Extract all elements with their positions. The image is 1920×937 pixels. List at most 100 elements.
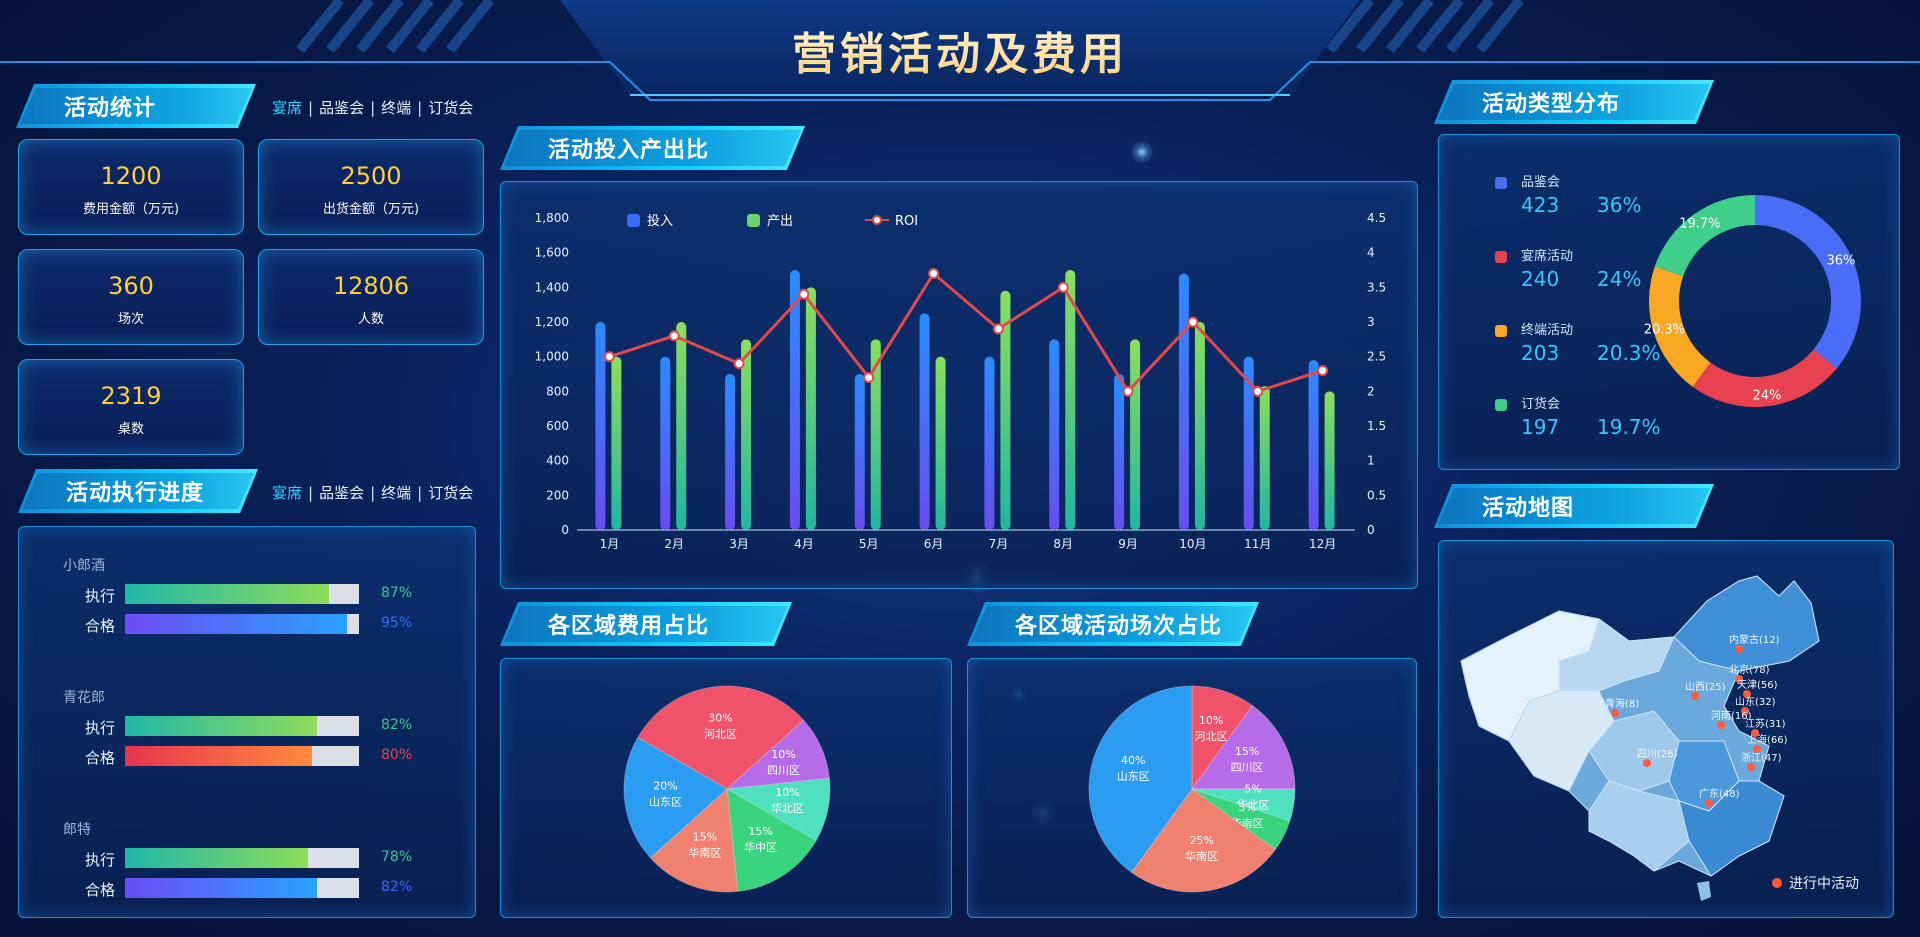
roi-point[interactable]	[928, 267, 940, 279]
pie-slice[interactable]	[637, 685, 805, 790]
bar-input[interactable]	[789, 270, 800, 530]
legend-label[interactable]: 产出	[767, 214, 793, 229]
bar-input[interactable]	[595, 322, 606, 530]
type-legend-item[interactable]: 订货会 197 19.7%	[1495, 391, 1695, 451]
map-marker[interactable]	[1691, 692, 1699, 700]
filter-tasting[interactable]: 品鉴会	[319, 484, 365, 502]
roi-point[interactable]	[1317, 365, 1329, 377]
pie-slice[interactable]	[725, 777, 831, 842]
legend-swatch	[747, 214, 760, 227]
legend-label[interactable]: 投入	[647, 213, 673, 229]
donut-segment[interactable]	[1755, 195, 1861, 369]
bar-output[interactable]	[870, 339, 881, 530]
bar-input[interactable]	[660, 356, 671, 530]
map-marker-label: 内蒙古(12)	[1729, 633, 1780, 646]
filter-order-meeting[interactable]: 订货会	[428, 99, 474, 117]
filter-terminal[interactable]: 终端	[381, 99, 412, 117]
bar-output[interactable]	[1259, 386, 1270, 530]
pie-slice[interactable]	[623, 736, 728, 859]
pie-slice[interactable]	[1191, 788, 1291, 851]
map-marker[interactable]	[1611, 709, 1619, 717]
legend-label[interactable]: ROI	[895, 214, 918, 229]
bar-input[interactable]	[1178, 273, 1189, 530]
roi-point[interactable]	[798, 288, 810, 300]
bar-output[interactable]	[805, 287, 816, 530]
map-marker[interactable]	[1751, 729, 1759, 737]
progress-group-name: 青花郎	[63, 690, 105, 706]
map-marker[interactable]	[1741, 707, 1749, 715]
donut-segment[interactable]	[1654, 195, 1755, 277]
roi-point[interactable]	[668, 330, 680, 342]
type-legend-item[interactable]: 品鉴会 423 36%	[1495, 169, 1695, 229]
filter-terminal[interactable]: 终端	[381, 484, 412, 502]
map-marker[interactable]	[1753, 745, 1761, 753]
pie-slice[interactable]	[1191, 685, 1254, 791]
bar-input[interactable]	[984, 356, 995, 530]
progress-track	[125, 878, 359, 898]
slice-percent: 25%	[1189, 834, 1213, 847]
map-marker-label: 山西(25)	[1685, 681, 1726, 693]
bar-input[interactable]	[854, 374, 865, 530]
roi-point[interactable]	[1187, 316, 1199, 328]
pie-slice[interactable]	[1191, 788, 1296, 822]
roi-point[interactable]	[1252, 385, 1264, 397]
bar-output[interactable]	[1065, 270, 1076, 530]
map-marker[interactable]	[1747, 763, 1755, 771]
y2-tick-label: 3	[1367, 315, 1375, 329]
bar-input[interactable]	[1049, 339, 1060, 530]
map-marker[interactable]	[1643, 759, 1651, 767]
y2-tick-label: 3.5	[1367, 280, 1386, 294]
map-marker[interactable]	[1735, 675, 1743, 683]
filter-banquet[interactable]: 宴席	[272, 484, 303, 502]
bar-input[interactable]	[1114, 374, 1125, 530]
slice-label: 山东区	[1117, 770, 1150, 783]
type-legend-item[interactable]: 终端活动 203 20.3%	[1495, 317, 1695, 377]
slice-percent: 5%	[1238, 801, 1255, 814]
map-marker[interactable]	[1717, 721, 1725, 729]
progress-percent: 82%	[381, 879, 413, 895]
map-legend-label[interactable]: 进行中活动	[1789, 876, 1859, 892]
roi-point[interactable]	[1057, 281, 1069, 293]
bar-output[interactable]	[676, 322, 687, 530]
slice-label: 华南区	[1185, 849, 1218, 863]
map-marker[interactable]	[1705, 799, 1713, 807]
roi-point[interactable]	[863, 371, 875, 383]
filter-banquet[interactable]: 宴席	[272, 99, 303, 117]
roi-point[interactable]	[733, 358, 745, 370]
pie-slice[interactable]	[1130, 788, 1277, 893]
pie-slice[interactable]	[725, 719, 830, 790]
roi-point[interactable]	[603, 351, 615, 363]
legend-count: 423	[1521, 193, 1560, 217]
filter-order-meeting[interactable]: 订货会	[428, 484, 474, 502]
donut-segment[interactable]	[1649, 266, 1711, 387]
bar-input[interactable]	[725, 374, 736, 530]
pie-slice[interactable]	[1088, 685, 1193, 874]
roi-point[interactable]	[1122, 385, 1134, 397]
map-marker[interactable]	[1735, 645, 1743, 653]
bar-input[interactable]	[1243, 356, 1254, 530]
type-legend-item[interactable]: 宴席活动 240 24%	[1495, 243, 1695, 303]
pie-slice[interactable]	[649, 787, 739, 893]
bar-output[interactable]	[741, 339, 752, 530]
bar-output[interactable]	[611, 356, 622, 530]
legend-count: 240	[1521, 267, 1560, 291]
bar-output[interactable]	[1000, 290, 1011, 530]
bar-input[interactable]	[919, 313, 930, 530]
roi-point[interactable]	[992, 323, 1004, 335]
bar-output[interactable]	[935, 356, 946, 530]
section-title-region-cost: 各区域费用占比	[500, 602, 792, 646]
pie-slice[interactable]	[726, 788, 817, 892]
bar-input[interactable]	[1308, 360, 1319, 530]
bar-output[interactable]	[1130, 339, 1141, 530]
filter-tasting[interactable]: 品鉴会	[319, 99, 365, 117]
bar-output[interactable]	[1194, 322, 1205, 530]
map-shape	[1460, 575, 1820, 901]
slice-percent: 40%	[1121, 754, 1145, 767]
slice-percent: 15%	[693, 831, 717, 844]
bar-output[interactable]	[1324, 391, 1335, 530]
china-map[interactable]: 内蒙古(12) 北京(78) 天津(56) 山西(25) 青海(8) 山东(32)河南(1…	[1439, 541, 1895, 919]
map-marker[interactable]	[1743, 690, 1751, 698]
pie-slice[interactable]	[1191, 704, 1296, 790]
donut-segment[interactable]	[1692, 349, 1837, 407]
